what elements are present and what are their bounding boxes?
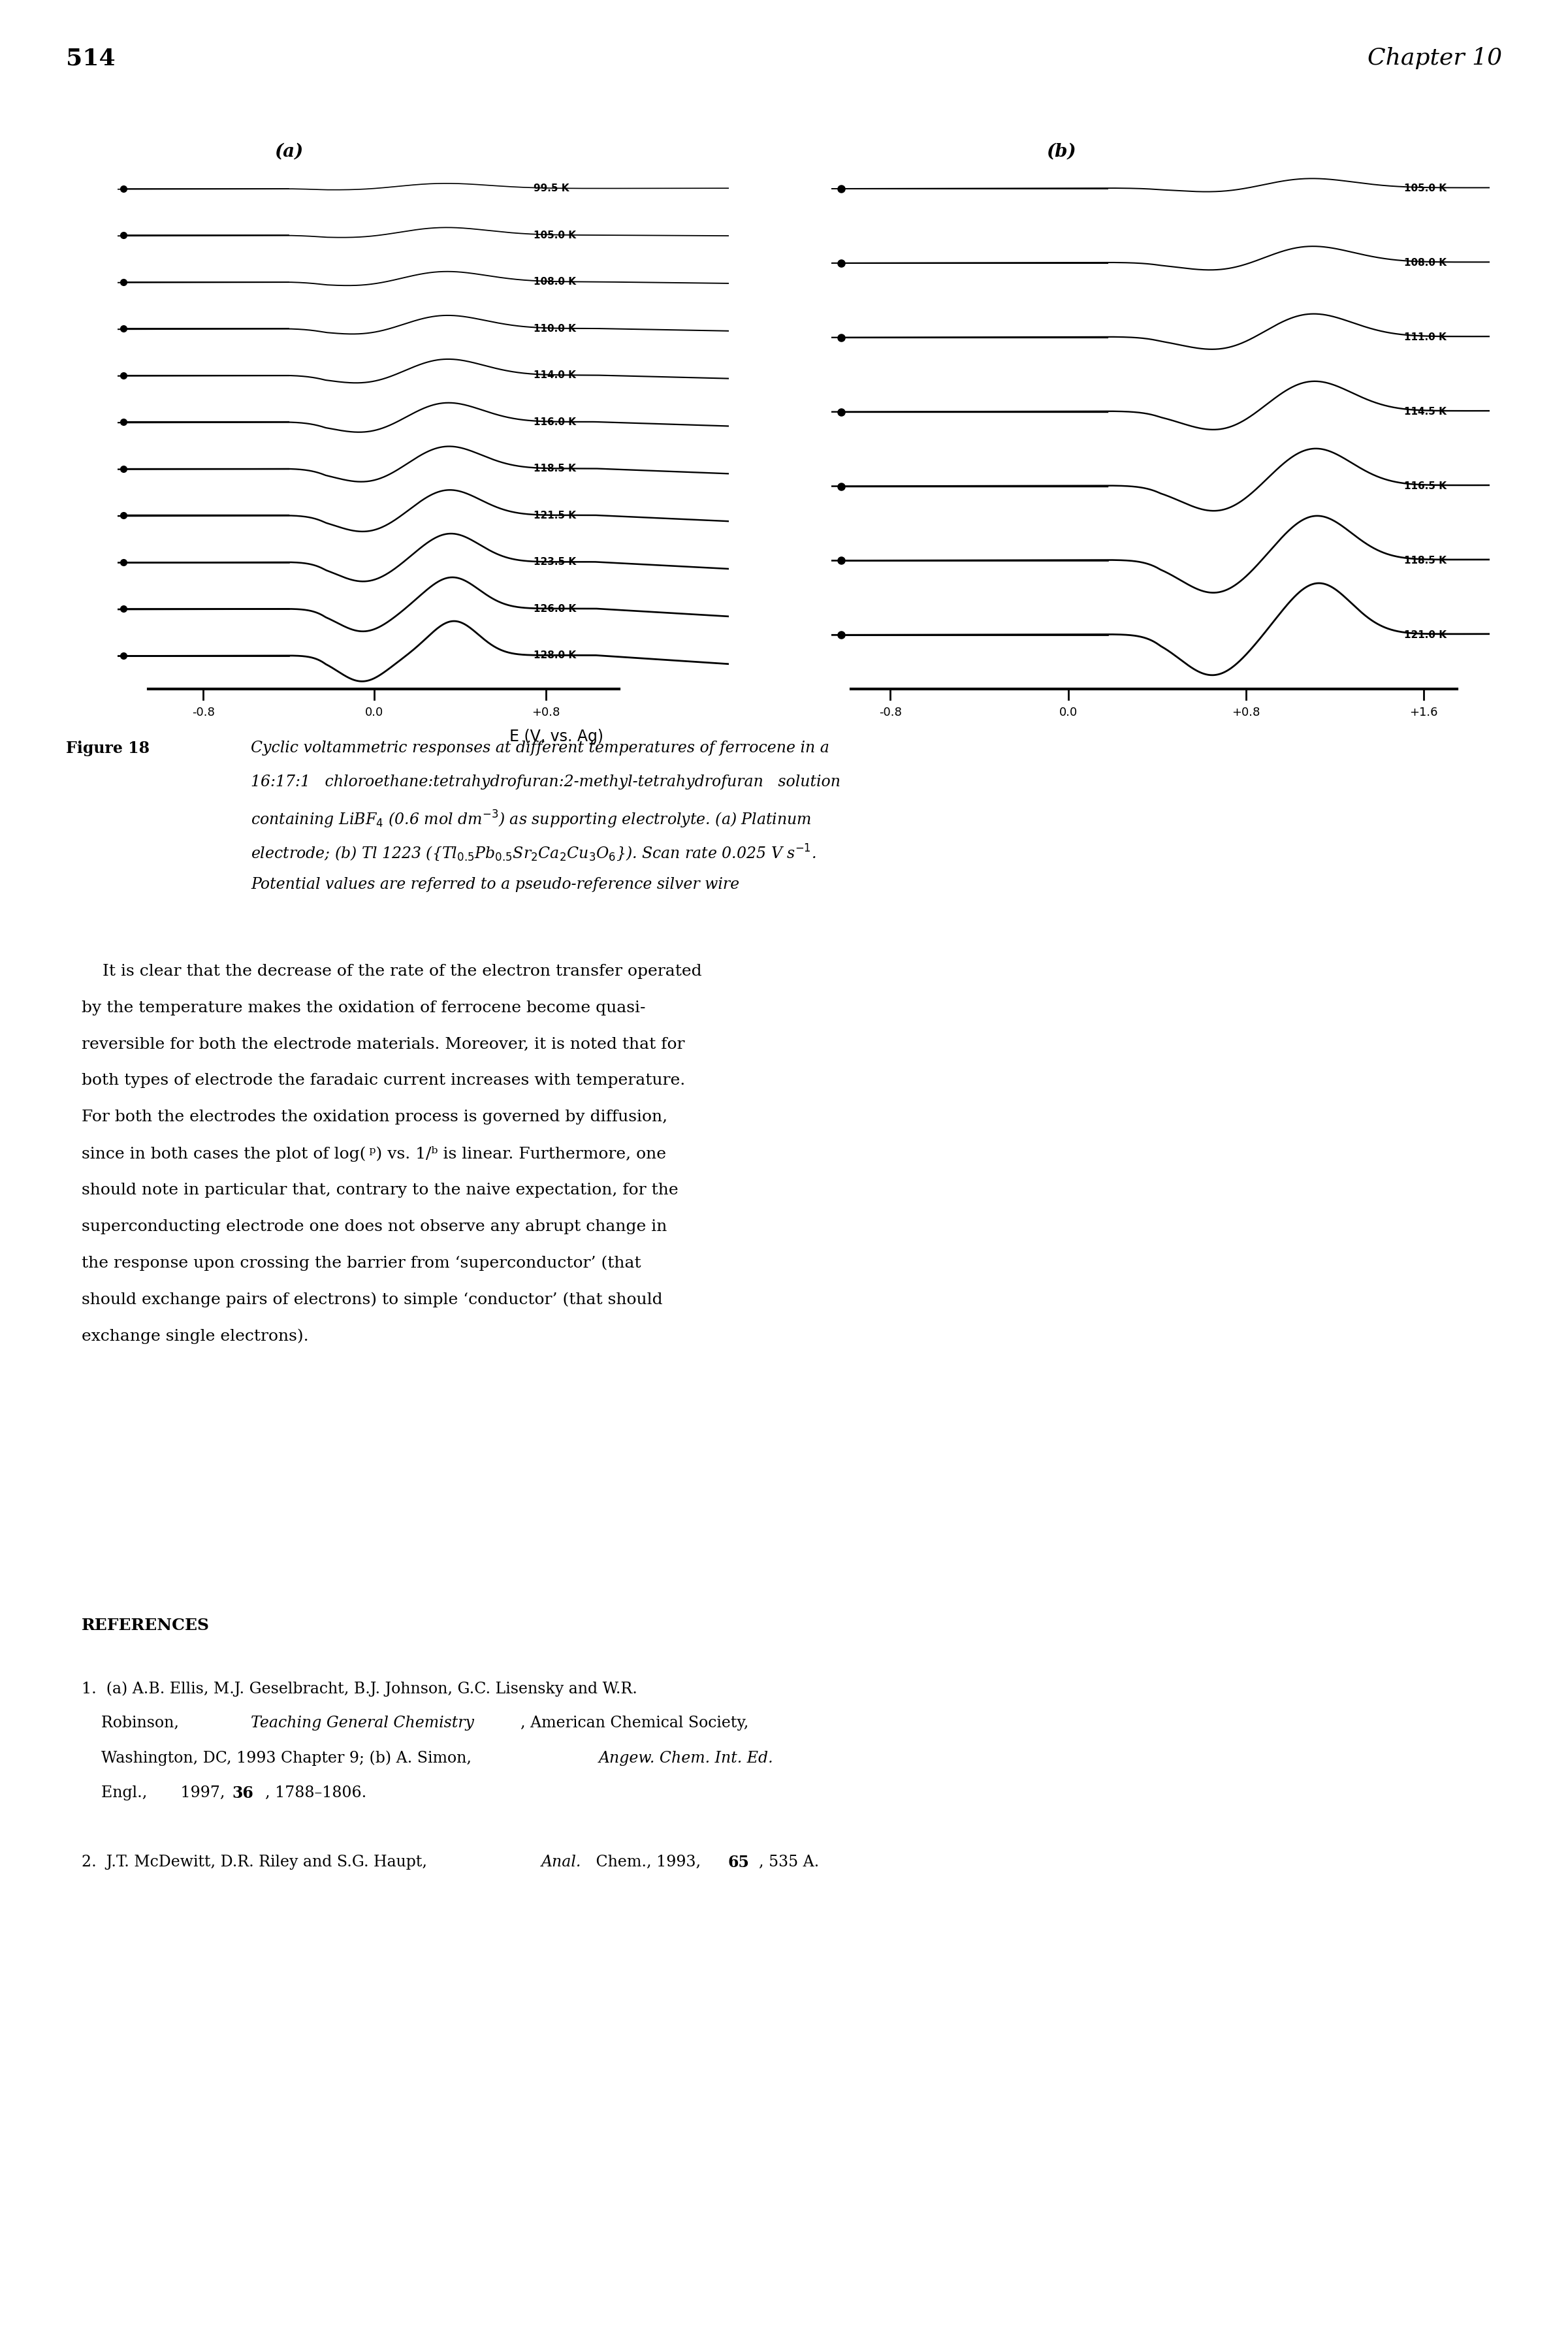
Text: 121.5 K: 121.5 K bbox=[533, 510, 575, 520]
Text: , American Chemical Society,: , American Chemical Society, bbox=[521, 1716, 750, 1730]
Text: 126.0 K: 126.0 K bbox=[533, 604, 575, 614]
Text: 116.5 K: 116.5 K bbox=[1403, 482, 1446, 491]
Text: E (V, vs. Ag): E (V, vs. Ag) bbox=[510, 729, 604, 745]
Text: Engl.,: Engl., bbox=[82, 1784, 147, 1801]
Text: 105.0 K: 105.0 K bbox=[1403, 183, 1446, 193]
Text: 1997,: 1997, bbox=[176, 1784, 230, 1801]
Text: , 535 A.: , 535 A. bbox=[759, 1855, 818, 1869]
Text: (a): (a) bbox=[274, 143, 303, 160]
Text: 114.0 K: 114.0 K bbox=[533, 371, 575, 381]
Text: electrode; (b) Tl 1223 ({Tl$_{0.5}$Pb$_{0.5}$Sr$_2$Ca$_2$Cu$_3$O$_6$}). Scan rat: electrode; (b) Tl 1223 ({Tl$_{0.5}$Pb$_{… bbox=[251, 842, 815, 863]
Text: (b): (b) bbox=[1046, 143, 1077, 160]
Text: 111.0 K: 111.0 K bbox=[1403, 331, 1446, 343]
Text: -0.8: -0.8 bbox=[880, 708, 902, 719]
Text: 2.  J.T. McDewitt, D.R. Riley and S.G. Haupt,: 2. J.T. McDewitt, D.R. Riley and S.G. Ha… bbox=[82, 1855, 431, 1869]
Text: since in both cases the plot of log( ᵖ) vs. 1/ᵇ is linear. Furthermore, one: since in both cases the plot of log( ᵖ) … bbox=[82, 1147, 666, 1161]
Text: 123.5 K: 123.5 K bbox=[533, 557, 575, 567]
Text: 128.0 K: 128.0 K bbox=[533, 651, 575, 661]
Text: Figure 18: Figure 18 bbox=[66, 741, 149, 757]
Text: Angew. Chem. Int. Ed.: Angew. Chem. Int. Ed. bbox=[599, 1751, 773, 1766]
Text: Chapter 10: Chapter 10 bbox=[1367, 47, 1502, 68]
Text: Chem., 1993,: Chem., 1993, bbox=[591, 1855, 706, 1869]
Text: Washington, DC, 1993 Chapter 9; (b) A. Simon,: Washington, DC, 1993 Chapter 9; (b) A. S… bbox=[82, 1751, 477, 1766]
Text: 114.5 K: 114.5 K bbox=[1403, 407, 1446, 416]
Text: Teaching General Chemistry: Teaching General Chemistry bbox=[251, 1716, 474, 1730]
Text: 16:17:1   chloroethane:tetrahydrofuran:2-methyl-tetrahydrofuran   solution: 16:17:1 chloroethane:tetrahydrofuran:2-m… bbox=[251, 773, 840, 790]
Text: containing LiBF$_4$ (0.6 mol dm$^{-3}$) as supporting electrolyte. (a) Platinum: containing LiBF$_4$ (0.6 mol dm$^{-3}$) … bbox=[251, 809, 812, 830]
Text: 1.  (a) A.B. Ellis, M.J. Geselbracht, B.J. Johnson, G.C. Lisensky and W.R.: 1. (a) A.B. Ellis, M.J. Geselbracht, B.J… bbox=[82, 1681, 637, 1697]
Text: +1.6: +1.6 bbox=[1410, 708, 1438, 719]
Text: 118.5 K: 118.5 K bbox=[533, 463, 575, 473]
Text: 110.0 K: 110.0 K bbox=[533, 324, 575, 334]
Text: 108.0 K: 108.0 K bbox=[1403, 259, 1446, 268]
Text: 116.0 K: 116.0 K bbox=[533, 416, 575, 428]
Text: the response upon crossing the barrier from ‘superconductor’ (that: the response upon crossing the barrier f… bbox=[82, 1255, 641, 1272]
Text: 36: 36 bbox=[232, 1784, 254, 1801]
Text: +0.8: +0.8 bbox=[532, 708, 560, 719]
Text: 0.0: 0.0 bbox=[1058, 708, 1077, 719]
Text: 514: 514 bbox=[66, 47, 114, 68]
Text: 0.0: 0.0 bbox=[365, 708, 384, 719]
Text: Anal.: Anal. bbox=[541, 1855, 582, 1869]
Text: Cyclic voltammetric responses at different temperatures of ferrocene in a: Cyclic voltammetric responses at differe… bbox=[251, 741, 829, 755]
Text: +0.8: +0.8 bbox=[1232, 708, 1261, 719]
Text: For both the electrodes the oxidation process is governed by diffusion,: For both the electrodes the oxidation pr… bbox=[82, 1110, 668, 1124]
Text: It is clear that the decrease of the rate of the electron transfer operated: It is clear that the decrease of the rat… bbox=[82, 964, 702, 978]
Text: reversible for both the electrode materials. Moreover, it is noted that for: reversible for both the electrode materi… bbox=[82, 1037, 685, 1051]
Text: should note in particular that, contrary to the naive expectation, for the: should note in particular that, contrary… bbox=[82, 1183, 679, 1197]
Text: both types of electrode the faradaic current increases with temperature.: both types of electrode the faradaic cur… bbox=[82, 1072, 685, 1089]
Text: exchange single electrons).: exchange single electrons). bbox=[82, 1328, 309, 1345]
Text: , 1788–1806.: , 1788–1806. bbox=[265, 1784, 367, 1801]
Text: should exchange pairs of electrons) to simple ‘conductor’ (that should: should exchange pairs of electrons) to s… bbox=[82, 1293, 663, 1307]
Text: 108.0 K: 108.0 K bbox=[533, 277, 575, 287]
Text: 121.0 K: 121.0 K bbox=[1403, 630, 1446, 639]
Text: Robinson,: Robinson, bbox=[82, 1716, 183, 1730]
Text: by the temperature makes the oxidation of ferrocene become quasi-: by the temperature makes the oxidation o… bbox=[82, 1002, 646, 1016]
Text: 105.0 K: 105.0 K bbox=[533, 230, 575, 240]
Text: 99.5 K: 99.5 K bbox=[533, 183, 569, 193]
Text: -0.8: -0.8 bbox=[191, 708, 215, 719]
Text: superconducting electrode one does not observe any abrupt change in: superconducting electrode one does not o… bbox=[82, 1218, 666, 1234]
Text: 65: 65 bbox=[728, 1855, 750, 1871]
Text: 118.5 K: 118.5 K bbox=[1403, 555, 1446, 567]
Text: Potential values are referred to a pseudo-reference silver wire: Potential values are referred to a pseud… bbox=[251, 877, 740, 891]
Text: REFERENCES: REFERENCES bbox=[82, 1617, 210, 1634]
